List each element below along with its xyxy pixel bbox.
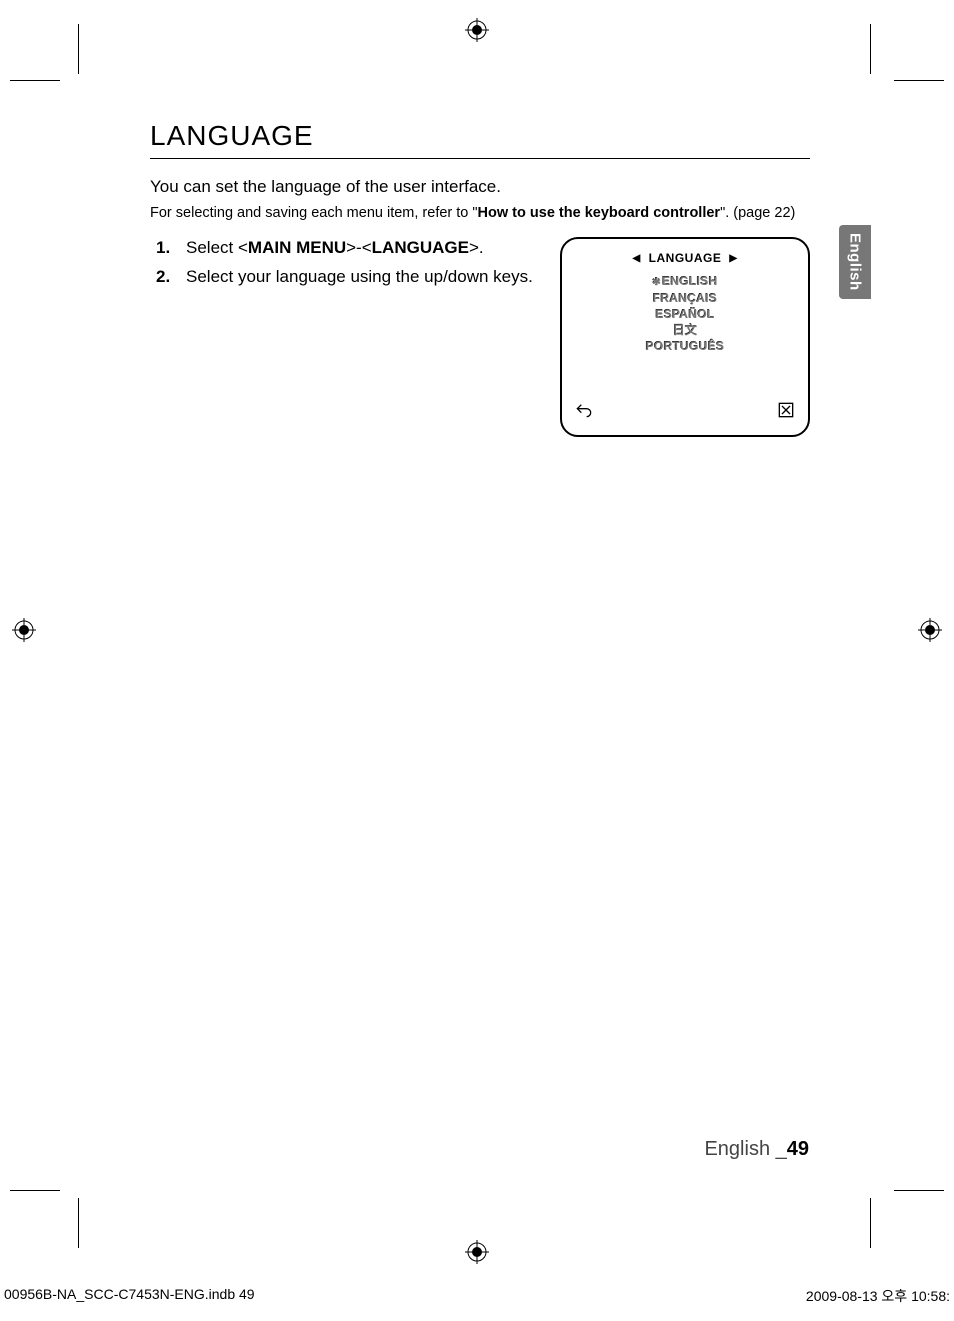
language-list: ENGLISHFRANÇAISESPAÑOL日文PORTUGUÊS (646, 273, 725, 354)
language-menu-screenshot: ◀ LANGUAGE ▶ ENGLISHFRANÇAISESPAÑOL日文POR… (560, 237, 810, 437)
imprint-left: 00956B-NA_SCC-C7453N-ENG.indb 49 (4, 1286, 255, 1306)
intro2-bold: How to use the keyboard controller (478, 205, 721, 221)
step-1: Select <MAIN MENU>-<LANGUAGE>. (186, 237, 540, 260)
side-tab-label: English (847, 233, 864, 291)
intro-text-1: You can set the language of the user int… (150, 177, 810, 197)
triangle-left-icon: ◀ (632, 253, 640, 264)
section-title: LANGUAGE (150, 120, 810, 159)
registration-mark-left (12, 618, 36, 642)
registration-mark-top (465, 18, 489, 42)
language-option: ESPAÑOL (646, 306, 725, 322)
language-option: FRANÇAIS (646, 290, 725, 306)
page-footer: English _49 (704, 1138, 809, 1161)
language-option: ENGLISH (646, 273, 725, 290)
language-option: 日文 (646, 322, 725, 338)
close-icon (778, 402, 794, 423)
crop-mark (870, 1198, 871, 1248)
crop-mark (78, 1198, 79, 1248)
footer-page-number: 49 (787, 1138, 809, 1160)
crop-mark (78, 24, 79, 74)
intro-text-2: For selecting and saving each menu item,… (150, 205, 810, 221)
language-side-tab: English (839, 225, 871, 299)
registration-mark-bottom (465, 1240, 489, 1264)
content-area: LANGUAGE You can set the language of the… (150, 120, 810, 437)
imprint-right: 2009-08-13 오후 10:58: (806, 1286, 950, 1306)
triangle-right-icon: ▶ (729, 253, 737, 264)
crop-mark (870, 24, 871, 74)
steps-list: Select <MAIN MENU>-<LANGUAGE>. Select yo… (150, 237, 540, 295)
footer-lang: English _ (704, 1138, 786, 1160)
imprint-line: 00956B-NA_SCC-C7453N-ENG.indb 49 2009-08… (0, 1286, 954, 1306)
crop-mark (10, 80, 60, 81)
crop-mark (894, 1190, 944, 1191)
step-2: Select your language using the up/down k… (186, 266, 540, 289)
menu-header-label: LANGUAGE (649, 251, 722, 265)
registration-mark-right (918, 618, 942, 642)
intro2-suffix: ". (page 22) (720, 205, 795, 221)
menu-header: ◀ LANGUAGE ▶ (632, 251, 737, 265)
crop-mark (894, 80, 944, 81)
language-option: PORTUGUÊS (646, 338, 725, 354)
back-icon (576, 402, 592, 423)
intro2-prefix: For selecting and saving each menu item,… (150, 205, 478, 221)
crop-mark (10, 1190, 60, 1191)
